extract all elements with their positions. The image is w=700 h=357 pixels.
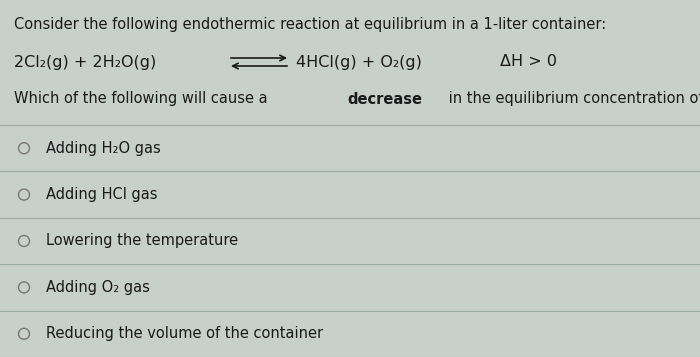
Text: Lowering the temperature: Lowering the temperature bbox=[46, 233, 238, 248]
Text: ΔH > 0: ΔH > 0 bbox=[500, 55, 557, 70]
Text: 2Cl₂(g) + 2H₂O(g): 2Cl₂(g) + 2H₂O(g) bbox=[14, 55, 156, 70]
Text: Reducing the volume of the container: Reducing the volume of the container bbox=[46, 326, 323, 341]
Text: decrease: decrease bbox=[347, 91, 422, 106]
Text: in the equilibrium concentration of Cl₂?: in the equilibrium concentration of Cl₂? bbox=[444, 91, 700, 106]
Text: Which of the following will cause a: Which of the following will cause a bbox=[14, 91, 272, 106]
Text: Adding H₂O gas: Adding H₂O gas bbox=[46, 141, 161, 156]
Text: 4HCl(g) + O₂(g): 4HCl(g) + O₂(g) bbox=[296, 55, 422, 70]
Text: Consider the following endothermic reaction at equilibrium in a 1-liter containe: Consider the following endothermic react… bbox=[14, 17, 606, 32]
Text: Adding O₂ gas: Adding O₂ gas bbox=[46, 280, 150, 295]
Text: Adding HCl gas: Adding HCl gas bbox=[46, 187, 158, 202]
